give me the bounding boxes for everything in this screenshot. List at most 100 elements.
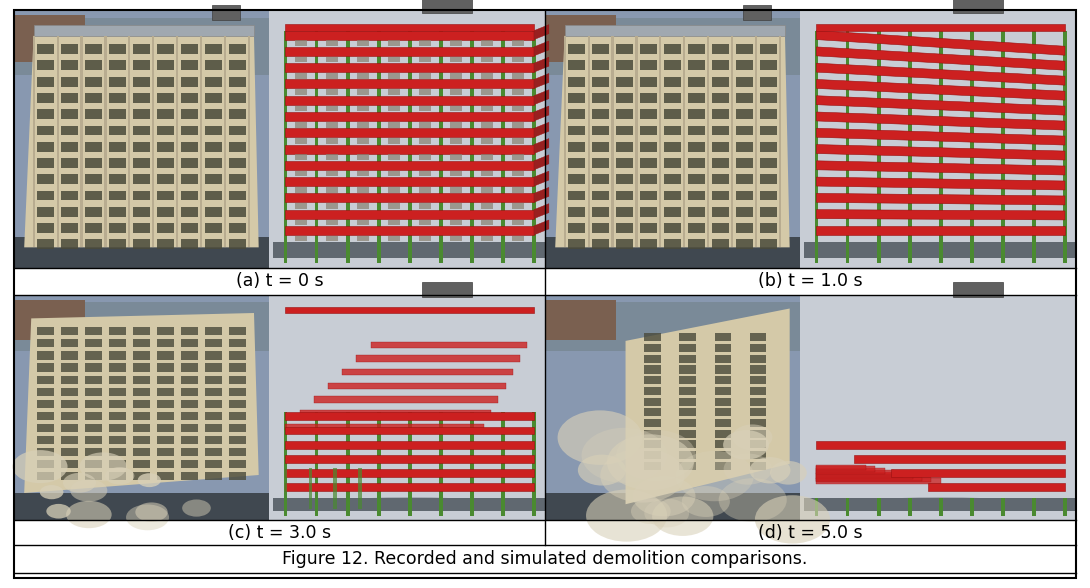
Bar xyxy=(664,223,680,233)
Bar xyxy=(109,126,125,135)
Bar xyxy=(736,77,752,86)
Ellipse shape xyxy=(135,502,168,522)
Bar xyxy=(388,187,400,193)
Bar xyxy=(800,10,1076,268)
Bar xyxy=(450,203,462,209)
Bar xyxy=(532,497,536,516)
Bar xyxy=(532,242,536,263)
Bar xyxy=(715,344,731,352)
Bar xyxy=(85,109,101,119)
Bar xyxy=(640,109,656,119)
Ellipse shape xyxy=(80,452,126,480)
Bar xyxy=(105,36,107,248)
Ellipse shape xyxy=(828,242,1053,258)
Bar xyxy=(644,397,661,406)
Bar xyxy=(286,426,534,435)
Bar xyxy=(37,448,53,456)
Bar xyxy=(712,158,728,168)
Bar xyxy=(450,57,462,62)
Bar xyxy=(205,376,221,383)
Polygon shape xyxy=(534,25,549,39)
Bar xyxy=(61,109,77,119)
Text: (a) t = 0 s: (a) t = 0 s xyxy=(235,272,324,290)
Bar xyxy=(644,344,661,352)
Bar xyxy=(929,483,1065,491)
Bar xyxy=(816,475,922,480)
Bar xyxy=(688,158,704,168)
Bar xyxy=(157,448,173,456)
Bar xyxy=(512,89,524,95)
Bar xyxy=(616,191,632,201)
Bar xyxy=(358,89,370,95)
Ellipse shape xyxy=(63,473,96,493)
Bar xyxy=(970,242,973,263)
Bar xyxy=(908,497,911,516)
Bar xyxy=(679,462,695,470)
Bar xyxy=(286,455,534,463)
Polygon shape xyxy=(816,145,1065,160)
Bar xyxy=(295,57,307,62)
Ellipse shape xyxy=(724,453,772,485)
Bar xyxy=(358,57,370,62)
Bar xyxy=(388,89,400,95)
Bar xyxy=(85,352,101,359)
Bar xyxy=(181,448,197,456)
Bar xyxy=(853,455,1065,463)
Bar xyxy=(326,219,338,225)
Bar xyxy=(450,171,462,176)
Bar xyxy=(181,175,197,184)
Bar xyxy=(205,77,221,86)
Bar xyxy=(715,355,731,363)
Bar xyxy=(61,436,77,444)
Bar xyxy=(908,31,911,242)
Bar xyxy=(85,328,101,335)
Bar xyxy=(205,109,221,119)
Ellipse shape xyxy=(582,427,667,483)
Bar xyxy=(229,158,245,168)
Bar xyxy=(712,142,728,152)
Bar xyxy=(181,77,197,86)
Bar xyxy=(211,5,240,21)
Bar xyxy=(750,366,766,373)
Bar xyxy=(109,142,125,152)
Bar xyxy=(420,73,432,79)
Bar xyxy=(109,400,125,407)
Ellipse shape xyxy=(652,496,713,536)
Text: Figure 12. Recorded and simulated demolition comparisons.: Figure 12. Recorded and simulated demoli… xyxy=(282,550,808,568)
Bar xyxy=(205,472,221,480)
Bar xyxy=(358,138,370,144)
Bar xyxy=(61,207,77,217)
Bar xyxy=(109,191,125,201)
Bar xyxy=(61,339,77,348)
Bar xyxy=(420,236,432,242)
Bar xyxy=(644,451,661,459)
Bar xyxy=(157,142,173,152)
Bar xyxy=(315,31,318,242)
Bar xyxy=(61,460,77,468)
Bar xyxy=(800,295,1076,520)
Bar xyxy=(85,424,101,432)
Bar xyxy=(181,387,197,396)
Polygon shape xyxy=(534,106,549,121)
Polygon shape xyxy=(816,128,1065,145)
Bar xyxy=(664,44,680,54)
Bar xyxy=(388,106,400,111)
Bar xyxy=(816,466,875,472)
Bar xyxy=(715,387,731,395)
Bar xyxy=(286,308,534,313)
Bar xyxy=(109,472,125,480)
Bar xyxy=(750,408,766,416)
Text: (c) t = 3.0 s: (c) t = 3.0 s xyxy=(228,523,331,542)
Bar xyxy=(37,61,53,71)
Ellipse shape xyxy=(578,455,626,486)
Bar xyxy=(592,142,608,152)
Bar xyxy=(181,207,197,217)
Bar xyxy=(37,191,53,201)
Bar xyxy=(33,36,35,248)
Bar xyxy=(565,25,785,36)
Bar xyxy=(326,187,338,193)
Bar xyxy=(742,5,771,21)
Bar xyxy=(85,460,101,468)
Bar xyxy=(439,31,443,242)
Ellipse shape xyxy=(182,499,210,517)
